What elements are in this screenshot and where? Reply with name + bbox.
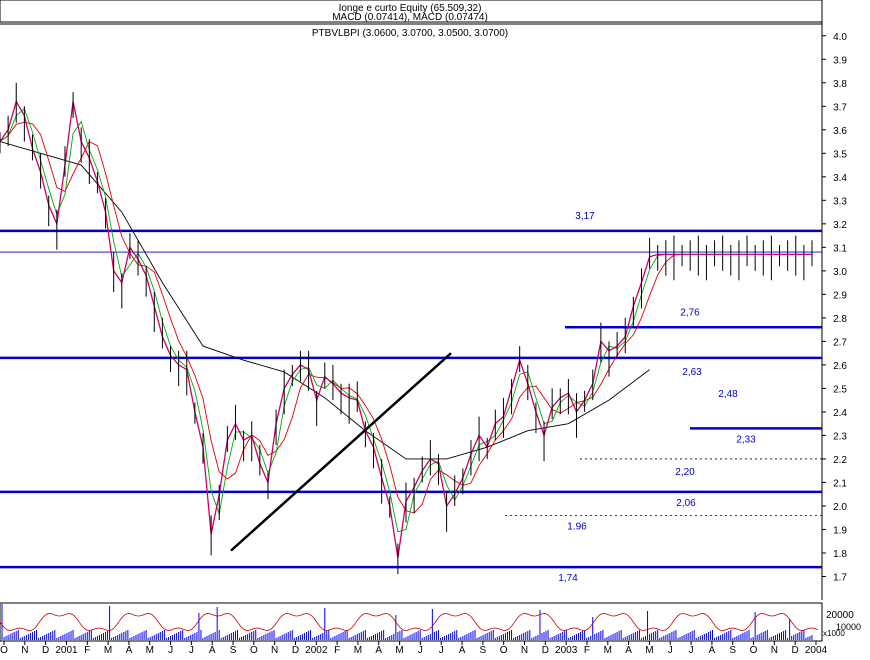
x-tick-label: J <box>189 645 194 655</box>
y-tick-label: 3.7 <box>833 102 847 113</box>
trendline <box>230 352 452 552</box>
x-tick-label: 2001 <box>55 645 78 655</box>
x-tick-label: O <box>0 645 8 655</box>
x-tick-label: 2002 <box>305 645 328 655</box>
x-tick-label: J <box>668 645 673 655</box>
y-tick-label: 4.0 <box>833 32 847 43</box>
x-tick-label: S <box>729 645 736 655</box>
x-tick-label: M <box>395 645 403 655</box>
level-label: 2,48 <box>718 389 738 400</box>
level-label: 2,06 <box>676 498 696 509</box>
x-tick-label: D <box>792 645 799 655</box>
x-tick-label: J <box>168 645 173 655</box>
price-series <box>0 82 813 575</box>
y-tick-label: 1.9 <box>833 525 847 536</box>
x-tick-label: 2003 <box>555 645 578 655</box>
x-tick-label: D <box>42 645 49 655</box>
level-label: 2,63 <box>682 367 702 378</box>
y-tick-label: 3.8 <box>833 79 847 90</box>
y-tick-label: 2.4 <box>833 408 847 419</box>
x-tick-label: F <box>584 645 590 655</box>
chart-title: PTBVLBPI (3.0600, 3.0700, 3.0500, 3.0700… <box>312 28 508 39</box>
oscillator-line <box>0 613 819 631</box>
volume-unit: x1000 <box>823 629 845 638</box>
x-tick-label: D <box>292 645 299 655</box>
x-tick-label: N <box>271 645 278 655</box>
x-tick-label: M <box>146 645 154 655</box>
y-tick-label: 2.7 <box>833 337 847 348</box>
x-tick-label: M <box>604 645 612 655</box>
price-panel: 4.0 3.9 3.8 3.7 3.6 3.5 3.4 3.3 3.2 3.1 3.0 2.9 2.8 2… <box>0 22 847 600</box>
header-line2: MACD (0.07414), MACD (0.07474) <box>332 12 488 23</box>
y-tick-label: 2.5 <box>833 384 847 395</box>
x-tick-label: S <box>230 645 237 655</box>
level-label: 1.96 <box>567 521 587 532</box>
y-tick-label: 2.1 <box>833 478 847 489</box>
y-tick-label: 2.2 <box>833 455 847 466</box>
x-tick-label: A <box>709 645 716 655</box>
y-tick-label: 2.3 <box>833 431 847 442</box>
x-tick-label: J <box>439 645 444 655</box>
x-tick-label: N <box>771 645 778 655</box>
volume-tick-20000: 20000 <box>826 610 854 621</box>
volume-panel: 20000 10000 x1000 <box>0 602 861 642</box>
y-tick-label: 3.9 <box>833 55 847 66</box>
header-line1: Ionge e curto Equity (65.509,32) <box>339 3 482 14</box>
level-label: 3,17 <box>575 211 595 222</box>
x-tick-label: A <box>459 645 466 655</box>
y-tick-label: 3.6 <box>833 126 847 137</box>
level-label: 1,74 <box>558 573 578 584</box>
y-tick-label: 2.6 <box>833 361 847 372</box>
x-tick-label: 2004 <box>805 645 828 655</box>
y-tick-label: 3.2 <box>833 220 847 231</box>
y-tick-label: 1.8 <box>833 549 847 560</box>
macd-panel: Ionge e curto Equity (65.509,32) MACD (0… <box>0 0 823 23</box>
x-tick-label: N <box>521 645 528 655</box>
x-tick-label: A <box>625 645 632 655</box>
y-tick-label: 3.1 <box>833 243 847 254</box>
volume-bars <box>1 604 813 640</box>
y-tick-label: 3.3 <box>833 196 847 207</box>
x-tick-label: J <box>418 645 423 655</box>
x-tick-label: F <box>334 645 340 655</box>
x-tick-label: D <box>542 645 549 655</box>
y-tick-label: 3.0 <box>833 267 847 278</box>
level-label: 2,76 <box>680 307 700 318</box>
x-tick-label: M <box>354 645 362 655</box>
x-tick-label: O <box>250 645 258 655</box>
level-label: 2,20 <box>675 467 695 478</box>
x-tick-label: A <box>126 645 133 655</box>
y-tick-label: 3.4 <box>833 173 847 184</box>
x-tick-label: N <box>21 645 28 655</box>
x-tick-label: O <box>750 645 758 655</box>
y-tick-label: 3.5 <box>833 149 847 160</box>
x-tick-label: F <box>84 645 90 655</box>
x-axis: O N D 2001 F M A M J J A S O N D 2002 F M A M J J A S O N D 2003 F M A… <box>0 640 828 656</box>
y-tick-label: 2.0 <box>833 502 847 513</box>
x-tick-label: O <box>500 645 508 655</box>
y-axis: 4.0 3.9 3.8 3.7 3.6 3.5 3.4 3.3 3.2 3.1 3.0 2.9 2.8 2… <box>822 32 847 583</box>
volume-tick-10000: 10000 <box>836 622 861 632</box>
x-tick-label: S <box>480 645 487 655</box>
x-tick-label: J <box>689 645 694 655</box>
level-label: 2,33 <box>736 434 756 445</box>
y-tick-label: 2.8 <box>833 314 847 325</box>
x-tick-label: A <box>209 645 216 655</box>
x-tick-label: A <box>375 645 382 655</box>
y-tick-label: 1.7 <box>833 572 847 583</box>
x-tick-label: M <box>645 645 653 655</box>
x-tick-label: M <box>104 645 112 655</box>
y-tick-label: 2.9 <box>833 290 847 301</box>
